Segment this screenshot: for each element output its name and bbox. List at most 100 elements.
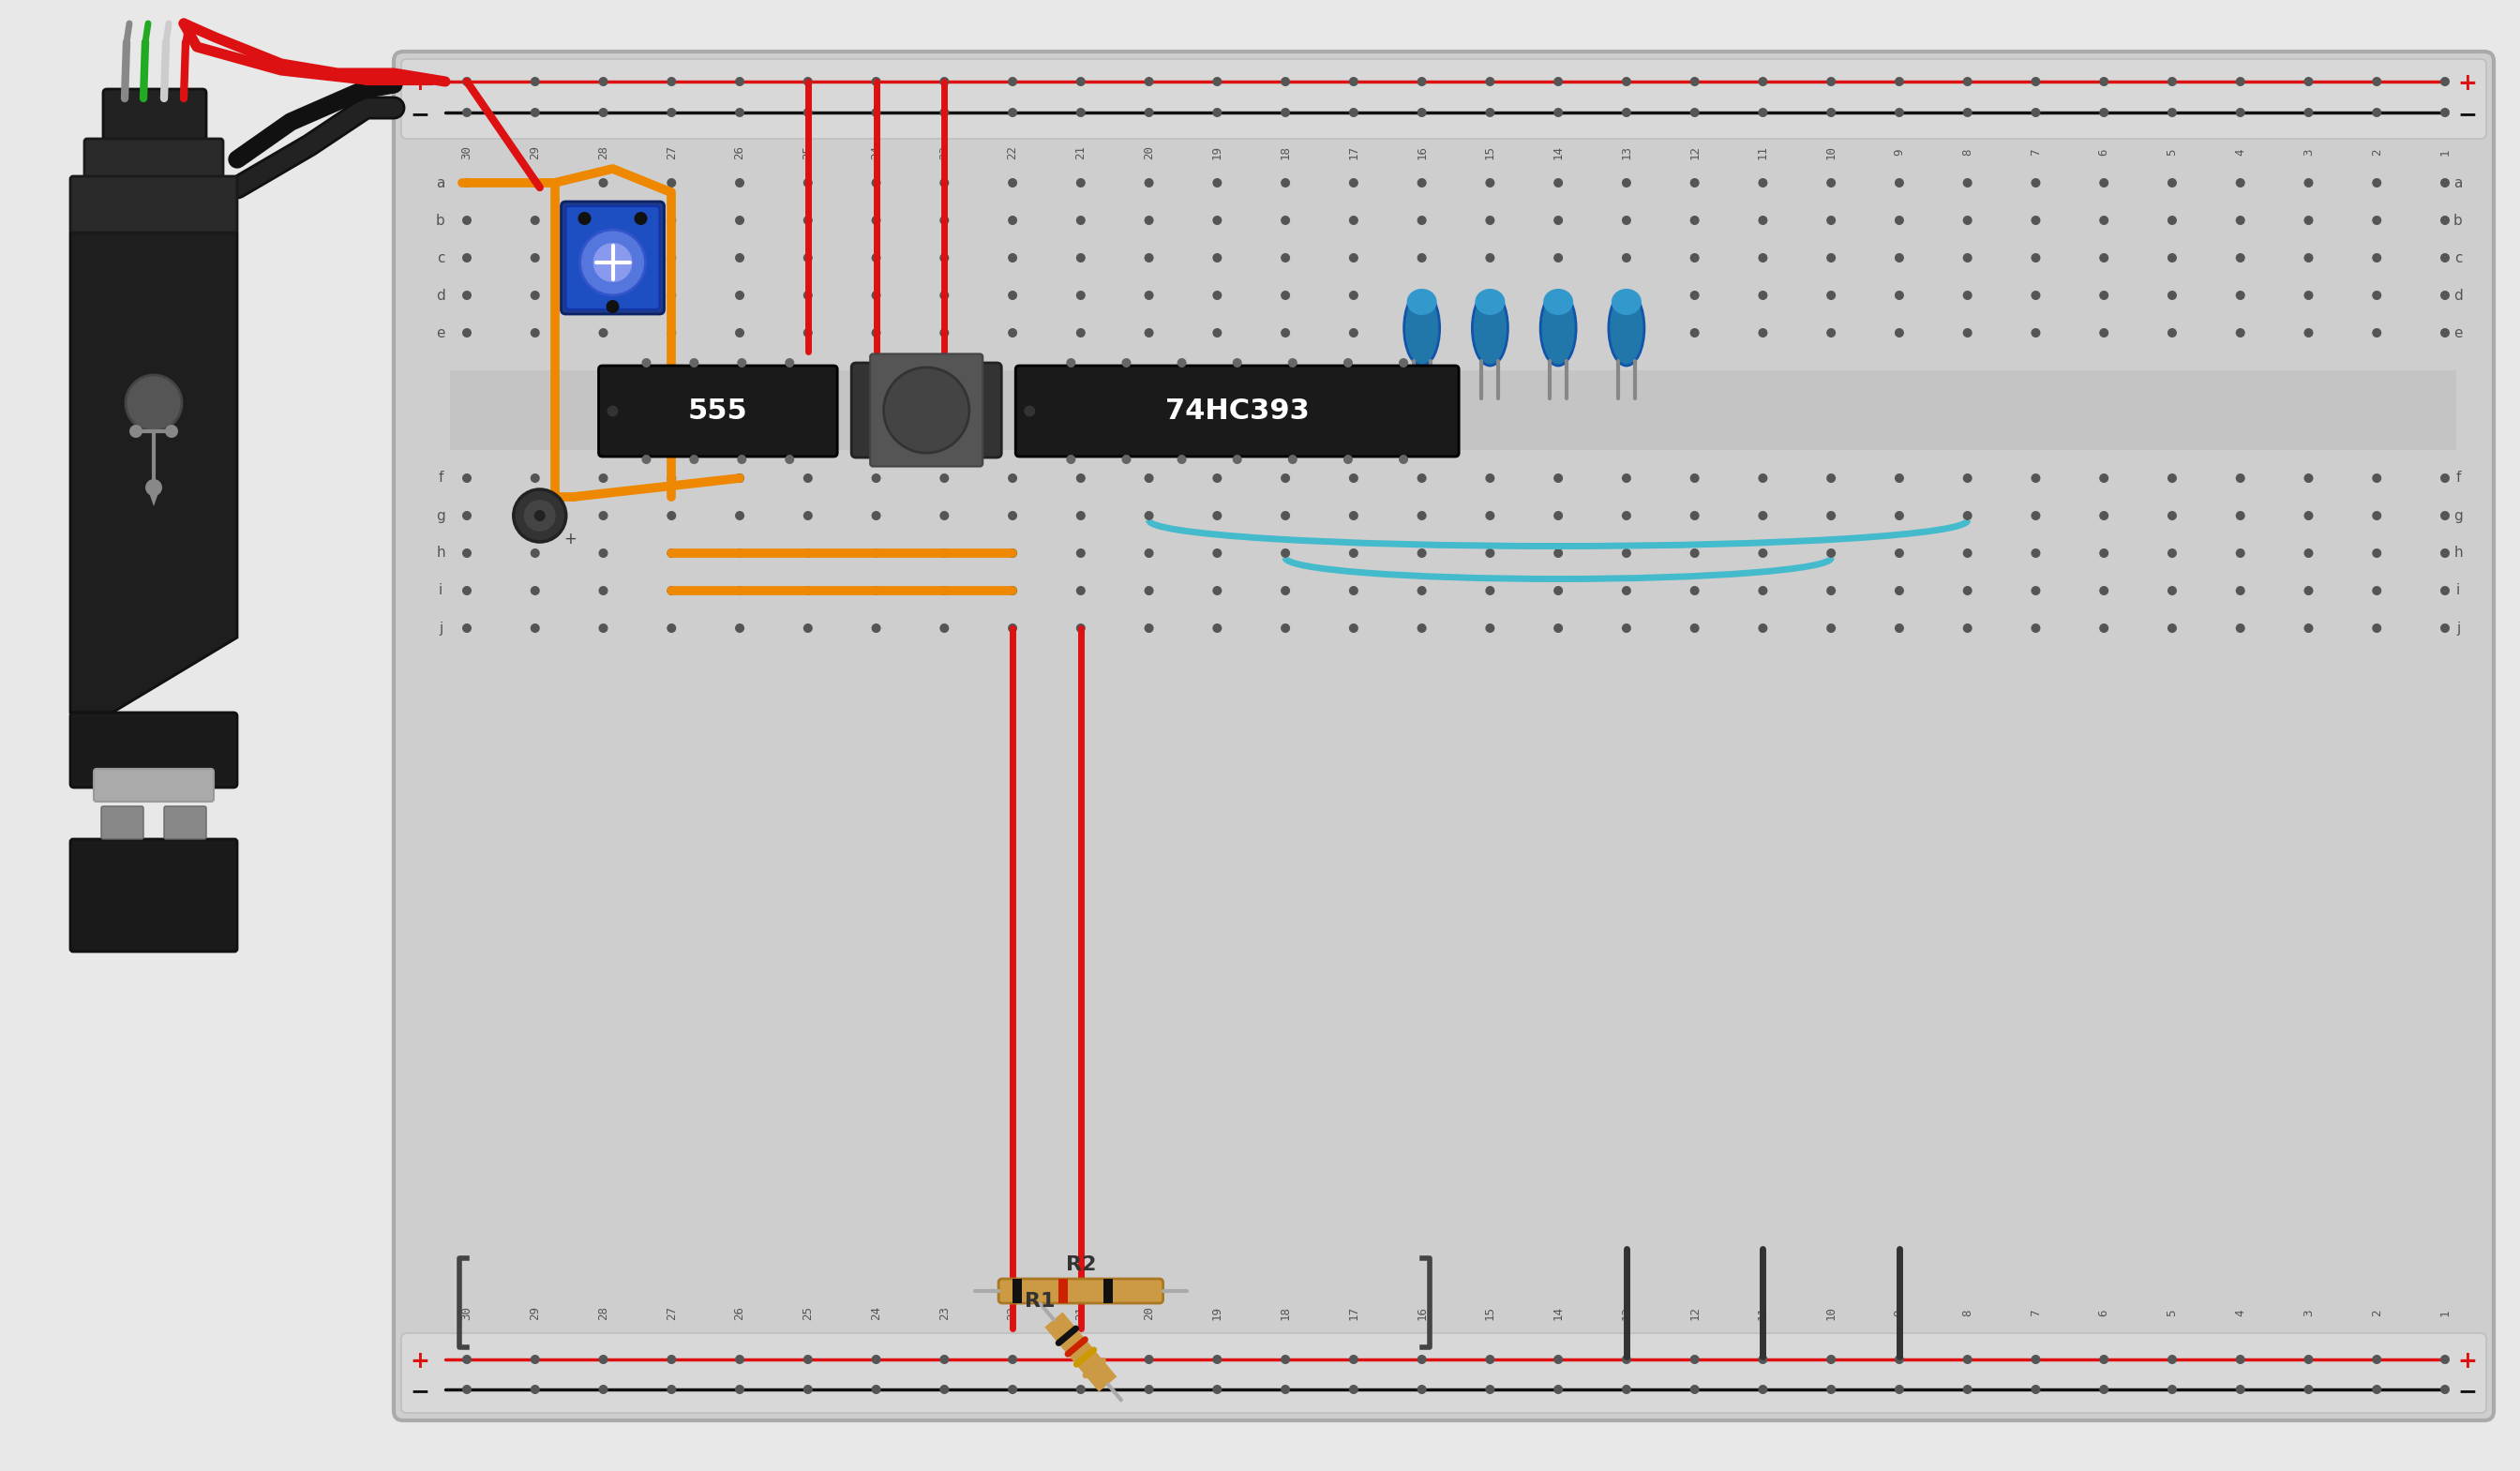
Circle shape [1623,474,1630,482]
Circle shape [872,328,882,337]
Circle shape [600,624,607,633]
Circle shape [2099,178,2109,187]
Circle shape [668,1384,675,1395]
Text: 9: 9 [1893,1309,1905,1317]
Circle shape [2167,76,2177,87]
Circle shape [1076,328,1086,337]
Text: 14: 14 [1552,144,1565,159]
Circle shape [1008,76,1018,87]
Text: 18: 18 [1280,1306,1293,1319]
Text: 7: 7 [2029,1309,2041,1317]
Circle shape [2099,76,2109,87]
Text: 19: 19 [1212,144,1222,159]
Circle shape [1484,178,1494,187]
Circle shape [2235,107,2245,118]
Text: −: − [411,103,431,125]
Circle shape [2303,328,2313,337]
Text: 18: 18 [1280,144,1293,159]
Circle shape [2439,474,2449,482]
Circle shape [2099,1355,2109,1364]
Circle shape [461,549,471,558]
Text: 21: 21 [1074,1306,1086,1319]
Text: g: g [2454,509,2462,522]
FancyBboxPatch shape [401,59,2487,138]
Circle shape [872,216,882,225]
Circle shape [600,549,607,558]
Text: f: f [438,471,444,485]
Polygon shape [146,487,161,506]
Circle shape [736,178,743,187]
Circle shape [804,216,811,225]
Circle shape [461,1384,471,1395]
Circle shape [1623,328,1630,337]
Text: 28: 28 [597,144,610,159]
Circle shape [1280,253,1290,262]
Text: 8: 8 [1961,149,1973,156]
Circle shape [2303,549,2313,558]
Text: 24: 24 [869,144,882,159]
Circle shape [1348,549,1358,558]
Circle shape [1552,549,1562,558]
Text: +: + [411,72,431,94]
Circle shape [2303,1384,2313,1395]
Circle shape [1552,107,1562,118]
Circle shape [2303,474,2313,482]
Circle shape [600,474,607,482]
Circle shape [461,328,471,337]
Circle shape [1177,455,1187,463]
Circle shape [1348,624,1358,633]
Circle shape [600,1384,607,1395]
Circle shape [804,1384,811,1395]
Circle shape [668,624,675,633]
Text: j: j [2457,621,2460,635]
Circle shape [2235,549,2245,558]
Circle shape [461,216,471,225]
Circle shape [1144,474,1154,482]
Circle shape [1759,474,1767,482]
Circle shape [529,216,539,225]
Text: 23: 23 [937,1306,950,1319]
Circle shape [804,624,811,633]
Circle shape [1827,1384,1835,1395]
Circle shape [1963,624,1973,633]
Text: 74HC393: 74HC393 [1164,397,1310,425]
Circle shape [1759,510,1767,521]
Circle shape [804,253,811,262]
Circle shape [668,585,675,596]
Circle shape [1348,328,1358,337]
Circle shape [2235,253,2245,262]
Circle shape [1691,76,1698,87]
Circle shape [1759,178,1767,187]
Circle shape [1691,1355,1698,1364]
Circle shape [1759,107,1767,118]
Circle shape [1076,107,1086,118]
Circle shape [1348,291,1358,300]
Circle shape [1076,585,1086,596]
Text: a: a [2454,177,2462,190]
Circle shape [1212,474,1222,482]
Text: 27: 27 [665,1306,678,1319]
Text: d: d [2454,288,2462,303]
Text: i: i [2457,584,2460,597]
Circle shape [1348,474,1358,482]
Circle shape [1827,76,1835,87]
Circle shape [1232,357,1242,368]
Bar [451,371,2457,450]
Circle shape [1484,216,1494,225]
Circle shape [1759,1384,1767,1395]
Circle shape [1759,216,1767,225]
Circle shape [1144,549,1154,558]
Circle shape [461,510,471,521]
Circle shape [2439,328,2449,337]
Circle shape [529,474,539,482]
FancyBboxPatch shape [83,138,224,181]
Text: i: i [438,584,444,597]
Circle shape [577,212,592,225]
Circle shape [2303,624,2313,633]
Text: +: + [411,1350,431,1372]
FancyBboxPatch shape [600,366,837,456]
Circle shape [1963,291,1973,300]
FancyBboxPatch shape [567,206,660,309]
Bar [1104,1278,1114,1303]
Text: 10: 10 [1824,144,1837,159]
